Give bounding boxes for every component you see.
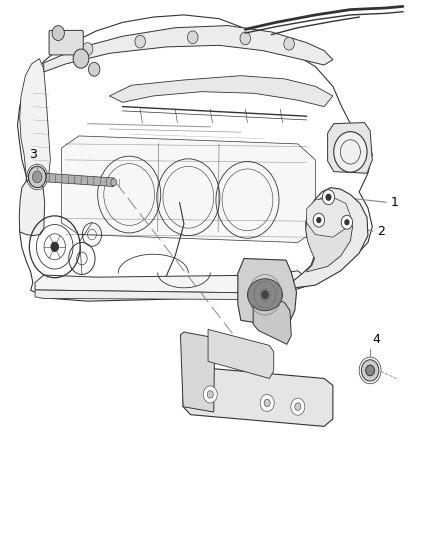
Circle shape [51,242,59,252]
Polygon shape [20,59,50,180]
Circle shape [52,26,64,41]
Polygon shape [18,15,372,301]
Circle shape [135,35,145,48]
Text: 2: 2 [378,225,385,238]
Circle shape [366,365,374,376]
Polygon shape [238,259,297,328]
Polygon shape [110,76,333,107]
Circle shape [28,166,46,188]
Circle shape [284,37,294,50]
Polygon shape [307,197,350,237]
Circle shape [240,32,251,45]
Circle shape [203,386,217,403]
Polygon shape [286,188,368,289]
Polygon shape [61,136,315,243]
Polygon shape [328,123,372,173]
Circle shape [187,31,198,44]
Polygon shape [35,290,272,300]
Circle shape [291,398,305,415]
Circle shape [345,220,349,225]
Polygon shape [19,179,45,236]
Polygon shape [306,198,353,272]
Polygon shape [208,329,274,378]
Polygon shape [253,289,291,344]
Polygon shape [46,173,114,187]
Circle shape [111,179,117,186]
Circle shape [264,399,270,407]
Circle shape [326,194,331,200]
Polygon shape [180,332,215,412]
Polygon shape [183,367,333,426]
Circle shape [295,403,301,410]
Circle shape [322,190,335,205]
FancyBboxPatch shape [49,30,83,55]
Ellipse shape [247,279,283,311]
Text: 3: 3 [29,149,37,161]
Polygon shape [44,26,333,72]
Circle shape [261,290,268,299]
Circle shape [341,215,353,229]
Circle shape [73,49,89,68]
Circle shape [32,171,42,183]
Circle shape [334,132,367,172]
Circle shape [361,360,379,381]
Circle shape [317,217,321,223]
Circle shape [82,43,93,55]
Circle shape [313,213,325,227]
Text: 4: 4 [372,334,380,346]
Text: 1: 1 [391,196,399,209]
Circle shape [207,391,213,398]
Polygon shape [35,271,307,293]
Circle shape [340,140,360,164]
Circle shape [260,394,274,411]
Circle shape [88,62,100,76]
